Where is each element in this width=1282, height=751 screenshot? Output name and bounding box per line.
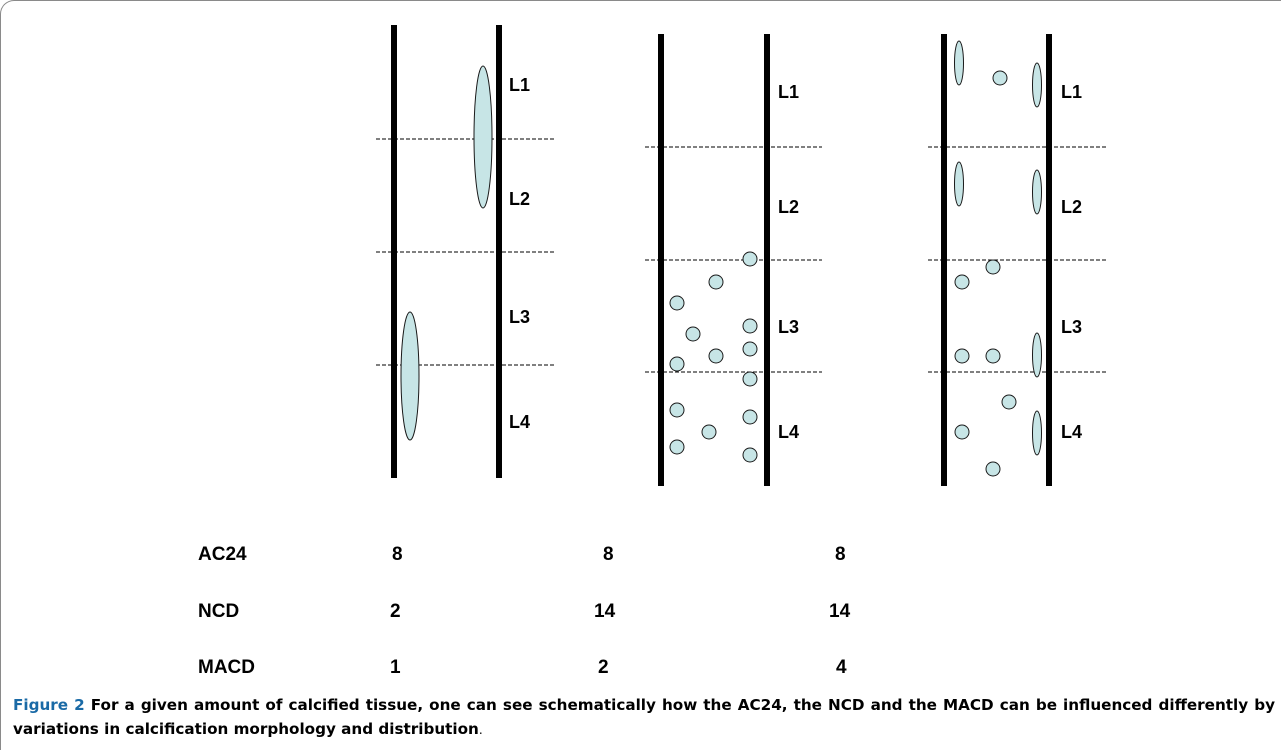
calcification-dot: [669, 439, 685, 455]
calcification-dot: [954, 274, 970, 290]
calcification-dot: [985, 461, 1001, 477]
calcification-small-ellipse: [1032, 410, 1042, 456]
calcification-dot: [992, 70, 1008, 86]
calcification-dot: [708, 348, 724, 364]
row-label-macd: MACD: [198, 657, 255, 678]
calcification-dot: [742, 341, 758, 357]
row-value: 1: [390, 657, 401, 678]
panel-3: L1 L2 L3 L4: [928, 34, 1106, 486]
panel-1: L1 L2 L3 L4: [376, 25, 554, 478]
segment-label-l4: L4: [509, 412, 530, 432]
segment-label-l4: L4: [778, 422, 799, 442]
row-value: 8: [603, 544, 614, 565]
segment-label-l3: L3: [778, 317, 799, 337]
calcification-dot: [954, 424, 970, 440]
calcification-small-ellipse: [1032, 62, 1042, 108]
row-value: 2: [390, 601, 401, 622]
segment-label-l2: L2: [778, 197, 799, 217]
calcification-dot: [708, 274, 724, 290]
calcification-dot: [985, 348, 1001, 364]
row-value: 8: [392, 544, 403, 565]
calcification-dot: [985, 259, 1001, 275]
segment-label-l1: L1: [778, 82, 799, 102]
row-value: 4: [836, 657, 847, 678]
calcification-dot: [669, 356, 685, 372]
segment-label-l2: L2: [509, 189, 530, 209]
caption-text: For a given amount of calcified tissue, …: [13, 696, 1275, 738]
segment-label-l1: L1: [1061, 82, 1082, 102]
calcification-dot: [685, 326, 701, 342]
calcification-dot: [742, 447, 758, 463]
calcification-small-ellipse: [954, 40, 964, 86]
segment-label-l1: L1: [509, 75, 530, 95]
row-value: 8: [835, 544, 846, 565]
segment-label-l3: L3: [1061, 317, 1082, 337]
row-label-ac24: AC24: [198, 544, 247, 565]
calcification-dot: [701, 424, 717, 440]
calcification-diagram: L1 L2 L3 L4 L1 L2 L3 L4: [376, 25, 1106, 486]
row-value: 14: [829, 601, 851, 622]
calcification-dot: [669, 402, 685, 418]
calcification-ellipse: [400, 311, 420, 441]
calcification-dot: [669, 295, 685, 311]
row-label-ncd: NCD: [198, 601, 240, 622]
segment-label-l3: L3: [509, 307, 530, 327]
panel-2: L1 L2 L3 L4: [645, 34, 822, 486]
calcification-small-ellipse: [954, 161, 964, 207]
calcification-small-ellipse: [1032, 332, 1042, 378]
calcification-small-ellipse: [1032, 169, 1042, 215]
calcification-dot: [742, 409, 758, 425]
figure-caption: Figure 2 For a given amount of calcified…: [13, 693, 1275, 742]
segment-label-l2: L2: [1061, 197, 1082, 217]
row-value: 14: [594, 601, 616, 622]
caption-period: .: [478, 723, 483, 737]
calcification-ellipse: [473, 65, 493, 209]
figure-label: Figure 2: [13, 696, 85, 714]
calcification-dot: [954, 348, 970, 364]
calcification-dot: [1001, 394, 1017, 410]
calcification-dot: [742, 251, 758, 267]
segment-label-l4: L4: [1061, 422, 1082, 442]
row-value: 2: [598, 657, 609, 678]
calcification-dot: [742, 371, 758, 387]
calcification-dot: [742, 318, 758, 334]
